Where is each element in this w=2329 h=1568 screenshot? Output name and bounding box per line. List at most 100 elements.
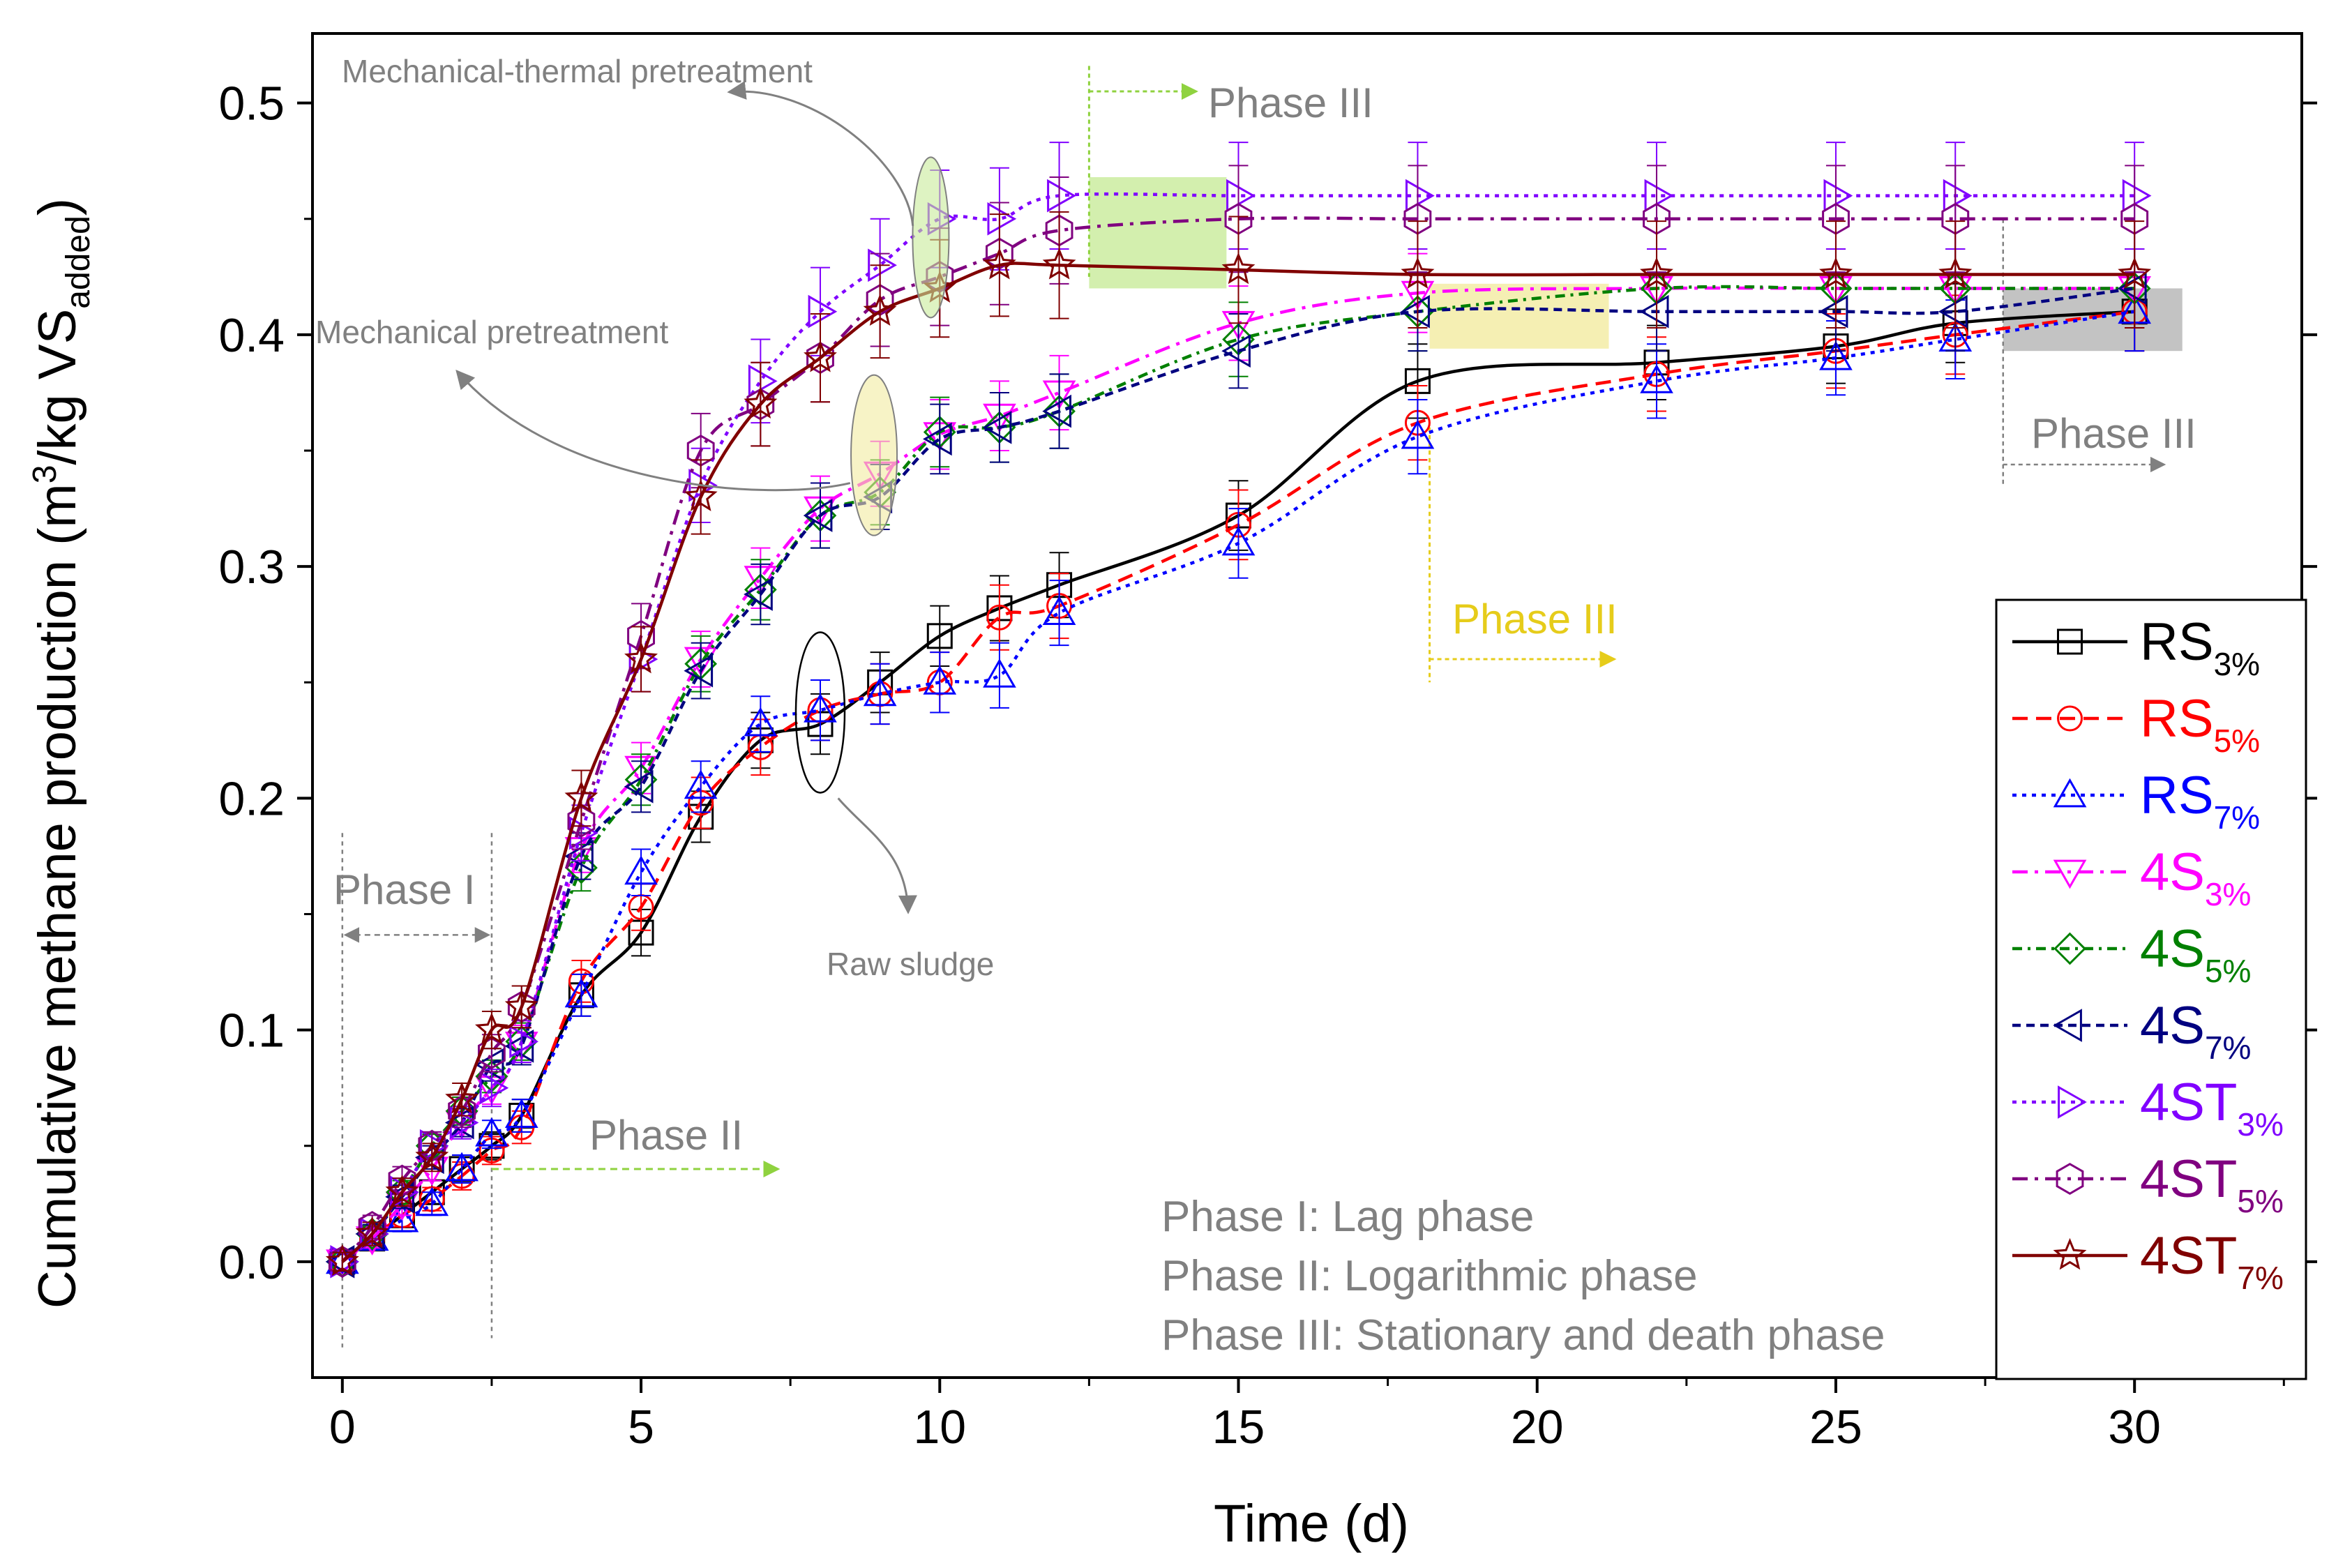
- data-point: [2053, 1009, 2082, 1042]
- series-line: [341, 310, 2135, 1263]
- data-point: [1226, 179, 1256, 213]
- data-point: [923, 665, 957, 695]
- legend-entry-4S5%: 4S5%: [2012, 919, 2251, 989]
- definition-phase1: Phase I: Lag phase: [1161, 1193, 1534, 1241]
- series-line: [341, 310, 2135, 1263]
- data-point: [1640, 257, 1673, 289]
- data-point: [504, 1030, 534, 1063]
- data-point: [1640, 364, 1673, 393]
- data-point: [1401, 257, 1435, 289]
- data-point: [1938, 257, 1973, 289]
- data-point: [564, 978, 598, 1008]
- data-point: [1221, 334, 1251, 368]
- x-tick-label: 0: [329, 1401, 356, 1454]
- data-point: [804, 340, 837, 372]
- legend-label: 4ST7%: [2140, 1226, 2284, 1296]
- data-point: [983, 658, 1016, 688]
- data-point: [325, 1244, 359, 1276]
- data-point: [415, 1140, 449, 1172]
- data-point: [1221, 526, 1256, 556]
- legend-entry-4ST5%: 4ST5%: [2012, 1149, 2284, 1219]
- y-tick-label: 0.3: [218, 541, 285, 594]
- data-point: [504, 989, 538, 1021]
- annotation-phase1: Phase I: [333, 866, 475, 913]
- data-point: [2057, 705, 2083, 732]
- legend-label: RS7%: [2140, 766, 2260, 836]
- legend-label: 4ST3%: [2140, 1073, 2284, 1143]
- data-point: [684, 769, 718, 799]
- y-tick-label: 0.0: [218, 1236, 285, 1289]
- legend-entry-4ST7%: 4ST7%: [2012, 1226, 2284, 1296]
- data-point: [744, 386, 778, 419]
- data-point: [385, 1175, 419, 1207]
- data-point: [1047, 179, 1076, 213]
- data-point: [445, 1082, 479, 1114]
- data-point: [744, 707, 778, 737]
- y-tick-label: 0.5: [218, 77, 285, 130]
- data-point: [1405, 179, 1435, 213]
- annotation-mechanical: Mechanical pretreatment: [315, 314, 668, 350]
- legend-label: 4S5%: [2140, 919, 2251, 989]
- data-point: [564, 781, 598, 813]
- data-point: [328, 1245, 356, 1278]
- data-point: [1401, 419, 1435, 449]
- data-point: [868, 248, 897, 282]
- data-point: [1938, 294, 1968, 329]
- data-point: [385, 1203, 419, 1232]
- data-point: [1819, 340, 1853, 370]
- data-point: [1943, 179, 1973, 213]
- x-tick-label: 30: [2108, 1401, 2161, 1454]
- data-point: [1042, 248, 1076, 280]
- data-point: [986, 604, 1013, 631]
- legend-label: RS5%: [2140, 689, 2260, 759]
- annotation-phase3-grey: Phase III: [2031, 410, 2196, 457]
- data-point: [2053, 1237, 2087, 1270]
- highlight-ellipse-thermal: [912, 156, 950, 319]
- data-point: [624, 855, 658, 885]
- data-series: [325, 142, 2152, 1279]
- data-point: [748, 364, 778, 398]
- data-point: [1042, 394, 1071, 428]
- legend-entry-RS5%: RS5%: [2012, 689, 2260, 759]
- legend-label: 4S7%: [2140, 996, 2251, 1066]
- data-point: [509, 1025, 539, 1059]
- data-point: [684, 654, 714, 688]
- x-tick-label: 15: [1212, 1401, 1265, 1454]
- arrow-mechanical: [455, 369, 851, 492]
- phase-shades: [1089, 176, 2183, 352]
- data-point: [479, 1071, 509, 1105]
- data-point: [2053, 859, 2087, 889]
- arrow-raw-sludge: [837, 797, 917, 914]
- legend-entry-4S3%: 4S3%: [2012, 843, 2251, 912]
- data-point: [567, 805, 596, 838]
- x-tick-label: 5: [628, 1401, 654, 1454]
- data-point: [445, 1152, 478, 1182]
- data-point: [1042, 596, 1076, 625]
- annotation-phase3-yellow: Phase III: [1452, 596, 1618, 642]
- legend-label: 4S3%: [2140, 843, 2251, 912]
- legend-entry-4ST3%: 4ST3%: [2012, 1073, 2284, 1143]
- data-point: [624, 769, 654, 804]
- series-4ST7%: [325, 211, 2152, 1276]
- definition-phase2: Phase II: Logarithmic phase: [1161, 1252, 1698, 1300]
- legend-label: RS3%: [2140, 612, 2260, 682]
- data-point: [2053, 932, 2086, 965]
- data-point: [624, 641, 658, 674]
- data-point: [504, 1099, 538, 1128]
- y-tick-label: 0.4: [218, 309, 285, 362]
- x-tick-label: 25: [1809, 1401, 1862, 1454]
- data-point: [2053, 778, 2087, 808]
- data-point: [1221, 252, 1256, 285]
- data-point: [1644, 179, 1674, 213]
- phase3-green-shade: [1089, 176, 1227, 289]
- definition-phase3: Phase III: Stationary and death phase: [1161, 1311, 1885, 1359]
- data-point: [922, 422, 952, 456]
- data-point: [1401, 294, 1430, 329]
- data-point: [863, 677, 897, 707]
- data-point: [2058, 1085, 2087, 1119]
- data-point: [475, 1117, 508, 1147]
- data-point: [804, 693, 837, 723]
- data-point: [1818, 294, 1848, 329]
- legend-entry-RS3%: RS3%: [2012, 612, 2260, 682]
